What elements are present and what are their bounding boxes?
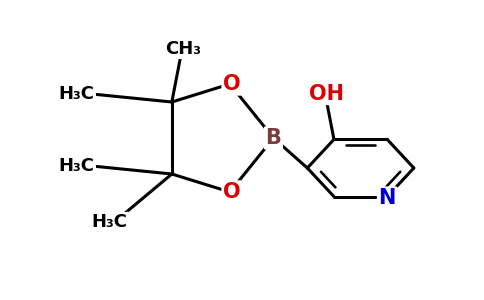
Text: CH₃: CH₃ — [165, 40, 201, 58]
Text: N: N — [378, 188, 396, 208]
Text: O: O — [223, 74, 241, 94]
Text: B: B — [266, 128, 281, 148]
Text: H₃C: H₃C — [92, 213, 128, 231]
Text: OH: OH — [309, 83, 344, 103]
Text: O: O — [223, 182, 241, 202]
Text: H₃C: H₃C — [59, 157, 94, 175]
Text: H₃C: H₃C — [59, 85, 94, 103]
